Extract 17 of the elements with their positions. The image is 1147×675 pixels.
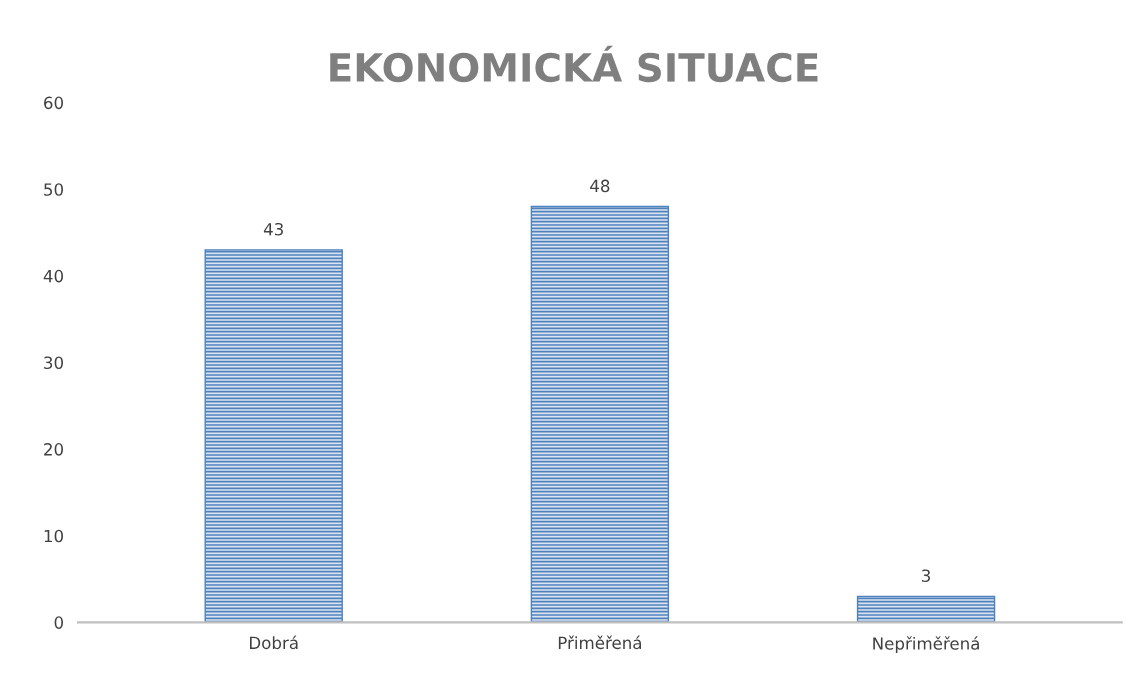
bar — [856, 595, 996, 623]
y-tick-label: 0 — [54, 616, 63, 629]
y-tick-label: 20 — [44, 443, 63, 456]
y-tick-label: 60 — [44, 96, 63, 110]
y-tick-label: 30 — [44, 356, 63, 370]
x-tick-label: Dobrá — [250, 635, 298, 650]
data-label: 43 — [263, 222, 283, 236]
bar — [204, 249, 343, 623]
bar — [530, 205, 670, 623]
chart-title: EKONOMICKÁ SITUACE — [330, 45, 818, 83]
y-tick-label: 50 — [44, 183, 63, 196]
data-label: 48 — [590, 179, 610, 193]
x-tick-label: Nepřiměřená — [873, 636, 979, 654]
y-tick-label: 10 — [44, 529, 63, 543]
x-tick-label: Přiměřená — [558, 635, 641, 650]
y-tick-label: 40 — [43, 269, 63, 283]
data-label: 3 — [922, 569, 931, 583]
